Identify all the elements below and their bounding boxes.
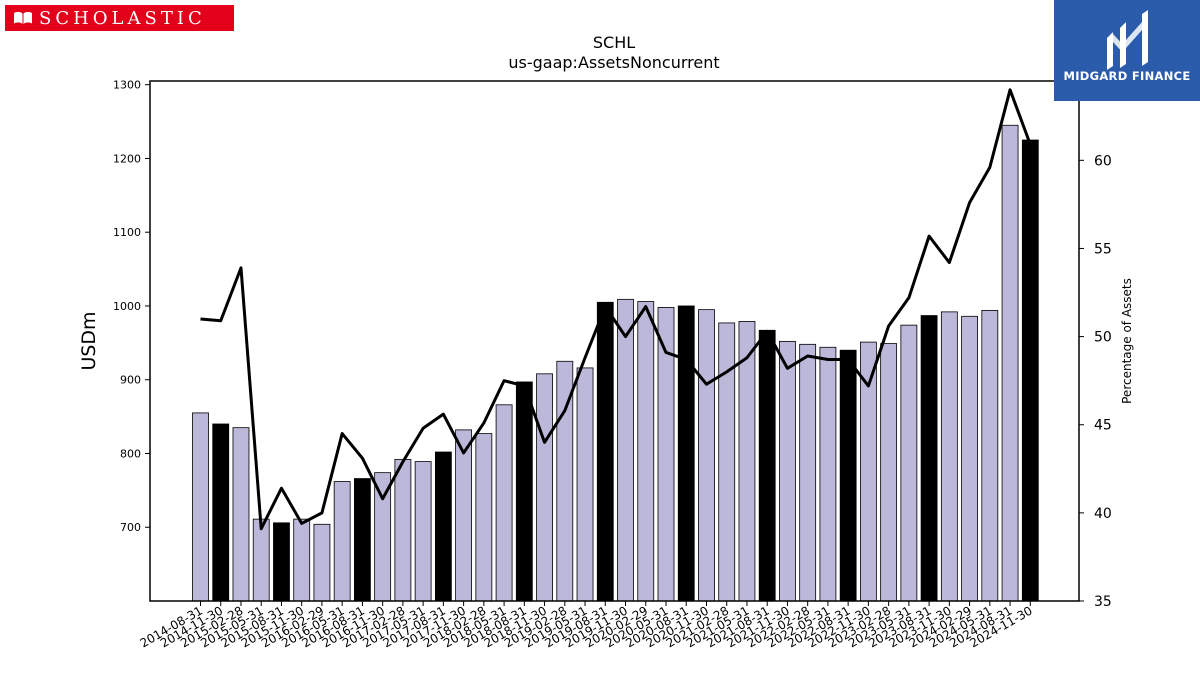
bar — [374, 472, 392, 602]
y-axis-ticks: 700 800 900 1000 1100 1200 1300 — [113, 79, 150, 534]
bar — [212, 423, 230, 602]
bar — [920, 315, 938, 602]
bar — [880, 343, 898, 602]
y2-tick-label: 50 — [1094, 330, 1112, 346]
midgard-mark-icon — [1107, 10, 1148, 70]
y2-tick-label: 55 — [1094, 241, 1112, 257]
bar — [354, 478, 371, 602]
line-group — [200, 88, 1032, 531]
bar — [192, 412, 209, 602]
y-tick-label: 900 — [120, 374, 141, 387]
book-icon — [14, 11, 32, 24]
scholastic-logo: SCHOLASTIC — [5, 5, 234, 31]
bar — [333, 481, 351, 602]
bar — [839, 349, 857, 602]
series-line — [200, 88, 1032, 531]
y-tick-label: 1200 — [113, 152, 141, 165]
bar — [576, 367, 594, 602]
y2-tick-label: 60 — [1094, 153, 1112, 169]
bar — [273, 522, 290, 602]
midgard-finance-logo: MIDGARD FINANCE — [1054, 0, 1200, 101]
y-axis-label: USDm — [78, 311, 100, 370]
bar — [718, 322, 736, 602]
y-tick-label: 1000 — [113, 300, 141, 313]
chart-subtitle: us-gaap:AssetsNoncurrent — [508, 53, 719, 72]
bar — [940, 311, 958, 602]
bar — [252, 518, 270, 602]
bar — [758, 329, 776, 602]
y-tick-label: 700 — [120, 521, 141, 534]
bar — [394, 458, 412, 602]
bar — [799, 343, 817, 602]
bars-group — [192, 124, 1039, 602]
bar — [637, 301, 655, 602]
bar — [455, 429, 473, 602]
bar — [1021, 139, 1039, 602]
bar — [515, 381, 533, 602]
y-tick-label: 1300 — [113, 79, 141, 92]
bar — [313, 523, 331, 602]
y2-tick-label: 35 — [1094, 594, 1112, 610]
bar — [900, 324, 918, 602]
bar — [414, 461, 432, 602]
bar — [617, 298, 634, 602]
bar — [779, 340, 796, 602]
bar — [819, 346, 837, 602]
y-tick-label: 800 — [120, 447, 141, 460]
scholastic-wordmark: SCHOLASTIC — [39, 7, 206, 29]
bar — [677, 305, 695, 602]
bar — [293, 518, 311, 602]
y2-tick-label: 45 — [1094, 418, 1112, 434]
y-tick-label: 1100 — [113, 226, 141, 239]
bar — [475, 433, 493, 602]
bar — [232, 427, 250, 602]
bar — [434, 451, 452, 602]
bar — [536, 373, 553, 602]
bar — [495, 404, 513, 602]
bar — [596, 301, 614, 602]
bar — [981, 309, 999, 602]
bar — [698, 309, 715, 602]
midgard-wordmark: MIDGARD FINANCE — [1063, 69, 1191, 83]
y2-axis-label: Percentage of Assets — [1120, 278, 1134, 404]
plot-frame — [149, 80, 1080, 602]
x-axis-ticks: 2014-08-312014-11-302015-02-282015-05-31… — [138, 601, 1035, 650]
bar — [961, 315, 978, 602]
y2-tick-label: 40 — [1094, 506, 1112, 522]
y2-axis-ticks: 35 40 45 50 55 60 — [1079, 153, 1112, 610]
chart-title: SCHL — [593, 33, 635, 52]
bar — [1001, 124, 1019, 602]
